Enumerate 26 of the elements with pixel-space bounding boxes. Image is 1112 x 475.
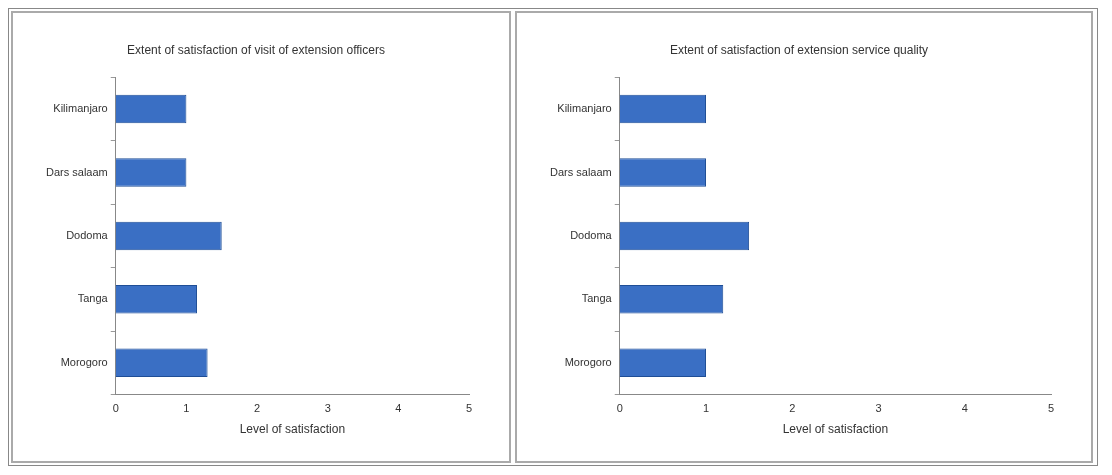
y-tick-label: Dars salaam: [45, 165, 108, 178]
y-tick-label: Tanga: [581, 292, 613, 305]
x-tick-label: 1: [702, 402, 710, 415]
x-tick-label: 0: [616, 402, 623, 415]
x-tick-label: 3: [875, 402, 882, 415]
y-tick-label: Dodoma: [570, 228, 613, 241]
x-axis-title: Level of satisfaction: [782, 422, 889, 437]
y-tick-label: Dars salaam: [549, 165, 612, 178]
x-tick-label: 3: [324, 402, 331, 415]
x-tick-label: 2: [789, 402, 796, 415]
x-tick-label: 2: [253, 402, 261, 415]
x-tick-label: 1: [183, 402, 190, 415]
x-tick-label: 5: [1047, 402, 1055, 415]
y-tick-label: Kilimanjaro: [53, 102, 108, 115]
y-tick-label: Kilimanjaro: [557, 102, 612, 115]
x-tick-label: 4: [961, 402, 968, 415]
y-tick-label: Tanga: [77, 292, 109, 305]
chart-title: Extent of satisfaction of visit of extension officers: [127, 42, 385, 57]
chart-title: Extent of satisfaction of extension service quality: [669, 42, 929, 57]
y-tick-label: Morogoro: [564, 355, 612, 368]
x-tick-label: 0: [112, 402, 119, 415]
x-tick-label: 4: [395, 402, 402, 415]
x-axis-title: Level of satisfaction: [239, 422, 346, 437]
x-tick-label: 5: [465, 402, 473, 415]
y-tick-label: Morogoro: [60, 355, 108, 368]
y-tick-label: Dodoma: [66, 228, 109, 241]
